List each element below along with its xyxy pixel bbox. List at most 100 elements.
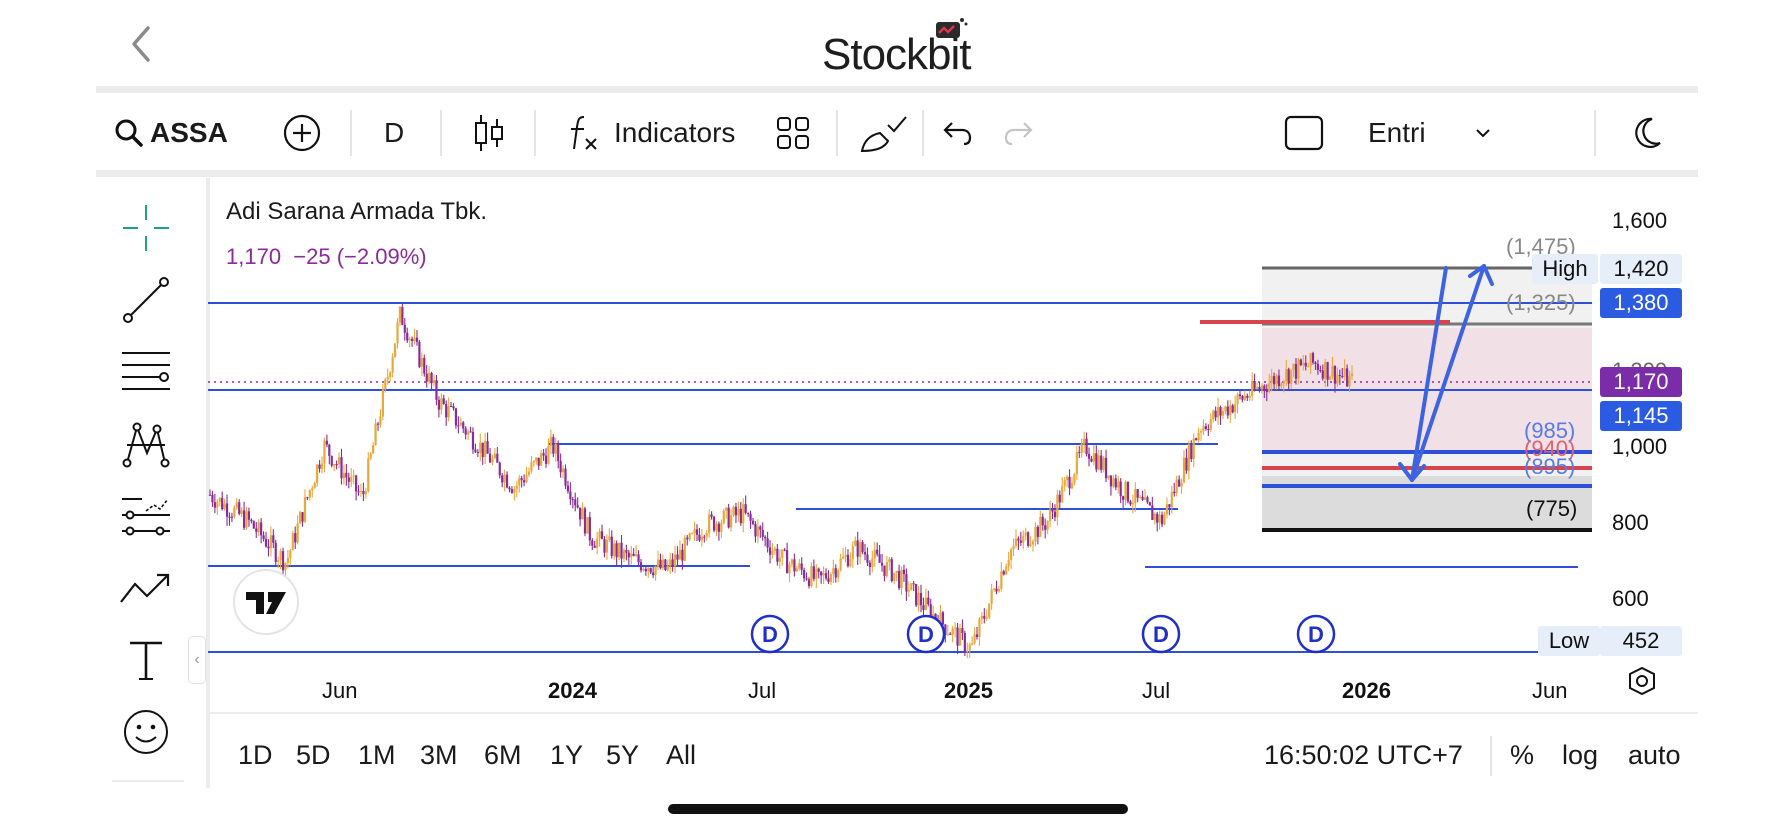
theme-toggle-button[interactable]	[1628, 96, 1664, 170]
candle-body	[966, 650, 969, 652]
candle-body	[844, 554, 847, 557]
candle-body	[255, 528, 258, 532]
crosshair-tool[interactable]	[118, 200, 174, 256]
candle-body	[1114, 478, 1117, 488]
range-1m[interactable]: 1M	[358, 740, 396, 770]
candle-body	[810, 566, 813, 586]
candle-body	[849, 558, 852, 567]
candle-body	[980, 615, 983, 619]
candle-body	[773, 548, 777, 551]
percent-toggle[interactable]: %	[1510, 740, 1535, 770]
candle-body	[454, 408, 458, 426]
candle-body	[1231, 405, 1234, 413]
fullscreen-button[interactable]	[1284, 96, 1324, 170]
event-marker[interactable]	[1296, 614, 1336, 654]
candle-body	[610, 536, 613, 556]
compare-button[interactable]	[282, 96, 322, 170]
layout-select[interactable]: Entri	[1368, 96, 1492, 170]
candle-body	[800, 563, 803, 570]
event-marker[interactable]	[750, 614, 790, 654]
candle-body	[486, 441, 489, 454]
candle-body	[1192, 438, 1195, 460]
candle-body	[566, 485, 570, 492]
emoji-tool[interactable]	[118, 704, 174, 760]
candle-body	[588, 517, 591, 541]
candle-body	[510, 489, 514, 493]
candle-body	[720, 523, 723, 532]
trendline-tool[interactable]	[118, 272, 174, 328]
candle-body	[1309, 353, 1312, 367]
text-tool[interactable]	[118, 632, 174, 688]
candle-body	[530, 462, 533, 472]
range-6m[interactable]: 6M	[484, 740, 522, 770]
log-toggle[interactable]: log	[1562, 740, 1599, 770]
candle-body	[1246, 395, 1249, 398]
candle-body	[1348, 376, 1351, 387]
candle-body	[320, 463, 324, 469]
candle-body	[710, 514, 713, 517]
candle-body	[586, 517, 589, 534]
back-button[interactable]	[122, 20, 162, 68]
candle-body	[515, 485, 518, 489]
candle-body	[333, 464, 336, 466]
smiley-icon	[124, 710, 168, 754]
candle-body	[1087, 454, 1091, 459]
pattern-tool[interactable]	[118, 416, 174, 472]
symbol-search[interactable]: ASSA	[114, 96, 228, 170]
candle-body	[1346, 368, 1349, 387]
candle-body	[1336, 375, 1339, 384]
candle-body	[1243, 395, 1246, 400]
range-5d[interactable]: 5D	[296, 740, 331, 770]
interval-button[interactable]: D	[384, 96, 404, 170]
forecast-icon	[122, 498, 170, 536]
event-marker[interactable]	[906, 614, 946, 654]
event-marker[interactable]	[1141, 614, 1181, 654]
candle-body	[1302, 362, 1305, 365]
candle-body	[1219, 407, 1222, 416]
range-3m[interactable]: 3M	[420, 740, 458, 770]
candlestick-icon	[475, 115, 503, 151]
candle-body	[396, 322, 399, 344]
path-tool[interactable]	[118, 560, 174, 616]
range-1d[interactable]: 1D	[238, 740, 273, 770]
candle-body	[961, 628, 964, 634]
candle-body	[1044, 525, 1047, 530]
pattern-icon	[122, 422, 170, 468]
drawing-toggle-button[interactable]	[858, 96, 910, 170]
undo-button[interactable]	[940, 96, 974, 170]
fib-retracement-tool[interactable]	[118, 344, 174, 400]
range-all[interactable]: All	[666, 740, 697, 770]
candle-body	[1041, 516, 1044, 526]
candle-body	[971, 643, 974, 645]
range-1y[interactable]: 1Y	[550, 740, 584, 770]
candle-body	[488, 453, 492, 463]
candle-body	[1053, 511, 1057, 518]
candle-body	[408, 338, 411, 341]
redo-button[interactable]	[1002, 96, 1036, 170]
candle-body	[474, 449, 477, 453]
candle-body	[1265, 389, 1268, 393]
candle-body	[574, 499, 577, 506]
candle-body	[350, 476, 353, 482]
candle-body	[313, 483, 316, 489]
templates-button[interactable]	[776, 96, 810, 170]
candle-body	[1255, 386, 1259, 389]
candle-body	[693, 529, 696, 534]
prediction-tool[interactable]	[118, 488, 174, 544]
chart-type-button[interactable]	[472, 96, 506, 170]
indicators-button[interactable]: Indicators	[568, 96, 735, 170]
candle-body	[1221, 411, 1225, 416]
range-5y[interactable]: 5Y	[606, 740, 640, 770]
candle-body	[1311, 353, 1315, 363]
toolbar-divider	[440, 110, 442, 156]
candle-body	[1341, 375, 1344, 377]
candle-body	[934, 613, 937, 621]
candle-body	[832, 568, 835, 575]
collapse-panel-button[interactable]: ‹	[188, 636, 206, 684]
chart-settings-icon[interactable]	[1629, 666, 1655, 696]
candle-body	[554, 444, 557, 454]
candle-body	[647, 568, 650, 572]
auto-toggle[interactable]: auto	[1628, 740, 1681, 770]
